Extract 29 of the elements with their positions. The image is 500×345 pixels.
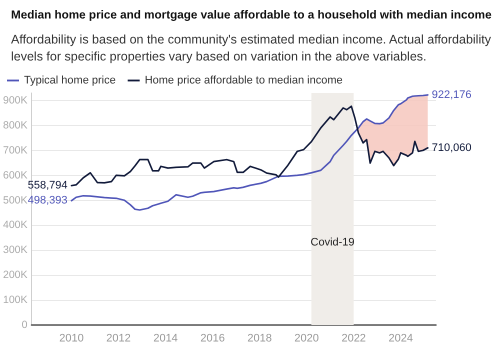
legend-label: Home price affordable to median income: [144, 74, 343, 86]
x-tick-label: 2010: [59, 332, 84, 344]
y-tick-label: 0: [22, 319, 28, 331]
y-tick-label: 600K: [2, 169, 28, 182]
band-label: Covid-19: [310, 236, 355, 248]
data-label: 558,794: [28, 180, 68, 192]
x-tick-label: 2020: [294, 332, 319, 344]
x-tick-label: 2014: [153, 332, 178, 344]
y-tick-label: 900K: [2, 94, 28, 106]
y-tick-label: 200K: [2, 269, 28, 282]
chart-subtitle: Affordability is based on the community's estimated median income. Actual affordability levels for specific properties vary based on variation in the above variables.: [11, 32, 494, 64]
y-tick-label: 300K: [2, 244, 28, 256]
x-tick-label: 2024: [388, 332, 413, 344]
data-label: 498,393: [28, 194, 68, 207]
x-tick-label: 2022: [341, 332, 366, 344]
y-tick-label: 400K: [2, 219, 28, 232]
y-tick-label: 800K: [2, 119, 28, 132]
line-series: [70, 105, 429, 186]
data-label: 710,060: [432, 142, 472, 154]
x-tick-label: 2012: [106, 332, 131, 344]
line-series: [70, 94, 429, 211]
data-label: 922,176: [432, 88, 472, 101]
x-tick-label: 2016: [200, 332, 225, 344]
legend-label: Typical home price: [24, 74, 116, 86]
y-tick-label: 500K: [2, 194, 28, 206]
chart-title: Median home price and mortgage value affordable to a household with median income: [11, 8, 492, 22]
x-tick-label: 2018: [247, 332, 272, 344]
y-tick-label: 100K: [2, 294, 28, 306]
y-tick-label: 700K: [2, 144, 28, 156]
